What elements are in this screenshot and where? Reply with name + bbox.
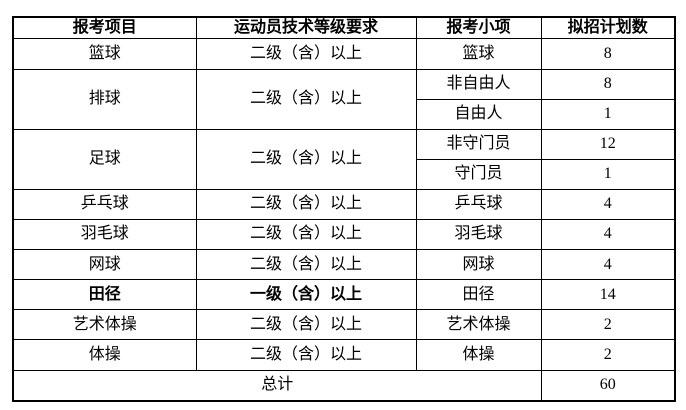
count-cell: 1 xyxy=(540,98,676,130)
requirement-cell: 二级（含）以上 xyxy=(195,128,417,190)
count-cell: 14 xyxy=(540,279,676,311)
table-row: 乒乓球 二级（含）以上 乒乓球 4 xyxy=(12,188,676,221)
count-cell: 2 xyxy=(540,309,676,341)
sub-item-cell: 篮球 xyxy=(415,38,542,70)
item-cell: 足球 xyxy=(12,128,197,190)
table-row: 网球 二级（含）以上 网球 4 xyxy=(12,249,676,281)
col-header-count: 拟招计划数 xyxy=(540,16,676,40)
item-cell: 体操 xyxy=(12,339,197,371)
table-row: 足球 二级（含）以上 非守门员 12 xyxy=(12,128,676,190)
item-cell: 篮球 xyxy=(12,38,197,70)
item-cell: 乒乓球 xyxy=(12,188,197,221)
item-cell: 艺术体操 xyxy=(12,309,197,341)
table-row: 羽毛球 二级（含）以上 羽毛球 4 xyxy=(12,219,676,251)
sub-item-cell: 乒乓球 xyxy=(415,188,542,221)
count-cell: 4 xyxy=(540,219,676,251)
table-row: 自由人 1 xyxy=(13,98,676,130)
table-row: 体操 二级（含）以上 体操 2 xyxy=(12,339,676,371)
requirement-cell: 一级（含）以上 xyxy=(195,279,417,311)
item-cell: 网球 xyxy=(12,249,197,281)
count-cell: 8 xyxy=(540,38,676,70)
col-header-sub-item: 报考小项 xyxy=(415,16,542,40)
sub-item-cell: 守门员 xyxy=(415,158,542,190)
count-cell: 4 xyxy=(540,249,676,281)
count-cell: 2 xyxy=(540,339,676,371)
requirement-cell: 二级（含）以上 xyxy=(195,249,417,281)
count-cell: 4 xyxy=(540,188,676,221)
sub-item-cell: 网球 xyxy=(415,249,542,281)
sub-item-cell: 非自由人 xyxy=(415,68,542,100)
count-cell: 8 xyxy=(540,68,676,100)
sub-item-cell: 羽毛球 xyxy=(415,219,542,251)
total-row: 总计 60 xyxy=(12,369,676,402)
requirement-cell: 二级（含）以上 xyxy=(195,219,417,251)
requirement-cell: 二级（含）以上 xyxy=(195,38,417,70)
requirement-cell: 二级（含）以上 xyxy=(195,339,417,371)
item-cell: 田径 xyxy=(12,279,197,311)
sub-item-cell: 田径 xyxy=(415,279,542,311)
table-row: 篮球 二级（含）以上 篮球 8 xyxy=(12,38,676,70)
item-cell: 排球 xyxy=(12,68,197,130)
table-row: 艺术体操 二级（含）以上 艺术体操 2 xyxy=(12,309,676,341)
requirement-cell: 二级（含）以上 xyxy=(195,188,417,221)
sub-item-cell: 体操 xyxy=(415,339,542,371)
total-label-cell: 总计 xyxy=(12,369,542,402)
total-count-cell: 60 xyxy=(540,369,676,402)
sub-item-cell: 艺术体操 xyxy=(415,309,542,341)
table-row: 排球 二级（含）以上 非自由人 8 xyxy=(12,68,676,130)
sub-item-cell: 自由人 xyxy=(415,98,542,130)
table-row: 田径 一级（含）以上 田径 14 xyxy=(12,279,676,311)
requirement-cell: 二级（含）以上 xyxy=(195,68,417,130)
recruitment-plan-table: 报考项目 运动员技术等级要求 报考小项 拟招计划数 篮球 二级（含）以上 篮球 8 排球… xyxy=(12,16,676,402)
sub-item-cell: 非守门员 xyxy=(415,128,542,160)
header-row: 报考项目 运动员技术等级要求 报考小项 拟招计划数 xyxy=(12,16,676,40)
col-header-item: 报考项目 xyxy=(12,16,197,40)
count-cell: 1 xyxy=(540,158,676,190)
requirement-cell: 二级（含）以上 xyxy=(195,309,417,341)
col-header-requirement: 运动员技术等级要求 xyxy=(195,16,417,40)
item-cell: 羽毛球 xyxy=(12,219,197,251)
count-cell: 12 xyxy=(540,128,676,160)
